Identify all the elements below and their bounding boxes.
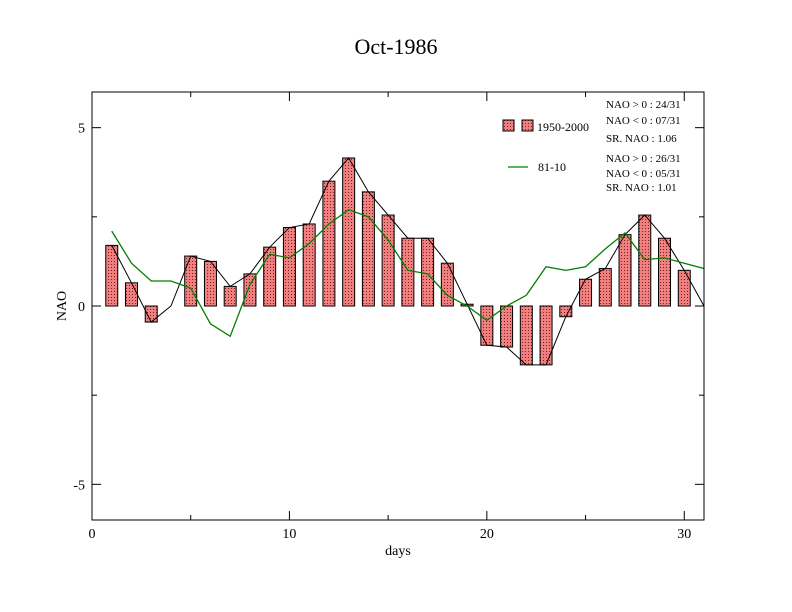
bar-day-25 [579, 278, 593, 307]
bar-day-30 [677, 269, 691, 307]
axes: 0 10 20 30 -5 0 5 [73, 92, 704, 542]
stat-8110-negative: NAO < 0 : 05/31 [606, 168, 681, 180]
bar-day-14 [361, 191, 375, 307]
bar-day-28 [638, 214, 652, 307]
plot-area [105, 157, 705, 366]
bar-day-20 [480, 305, 494, 346]
stat-1950-sr: SR. NAO : 1.06 [606, 133, 677, 145]
chart-title: Oct-1986 [354, 34, 437, 59]
y-tick-label--5: -5 [73, 478, 85, 493]
stat-1950-positive: NAO > 0 : 24/31 [606, 99, 681, 111]
legend-label-81-10: 81-10 [538, 160, 566, 174]
y-tick-label-5: 5 [78, 122, 85, 137]
series-81-10-line [111, 208, 705, 338]
legend-swatch-1950-2000-b [521, 119, 534, 132]
bar-day-7 [223, 285, 237, 307]
bar-day-22 [519, 305, 533, 366]
bar-day-17 [421, 237, 435, 307]
x-axis-label: days [385, 544, 411, 559]
bar-day-18 [440, 262, 454, 307]
bar-day-16 [401, 237, 415, 307]
legend-swatch-1950-2000 [502, 119, 515, 132]
stat-8110-positive: NAO > 0 : 26/31 [606, 153, 681, 165]
bar-day-6 [203, 260, 217, 307]
bar-day-1 [105, 244, 119, 307]
series-1950-2000-line [111, 157, 705, 366]
x-tick-label-30: 30 [677, 527, 691, 542]
bar-day-10 [282, 227, 296, 307]
bar-day-12 [322, 180, 336, 307]
legend-label-1950-2000: 1950-2000 [537, 120, 589, 134]
x-tick-label-10: 10 [282, 527, 296, 542]
y-axis-label: NAO [55, 291, 70, 321]
bar-day-15 [381, 214, 395, 307]
bar-day-13 [342, 157, 356, 307]
bar-day-24 [559, 305, 573, 318]
bar-day-23 [539, 305, 553, 366]
bar-day-9 [263, 246, 277, 307]
bar-day-5 [184, 255, 198, 307]
bar-day-26 [598, 268, 612, 307]
x-tick-label-0: 0 [89, 527, 96, 542]
stat-1950-negative: NAO < 0 : 07/31 [606, 115, 681, 127]
y-tick-label-0: 0 [78, 300, 85, 315]
bar-day-2 [124, 282, 138, 307]
bar-day-21 [500, 305, 514, 348]
legend: 1950-2000 81-10 NAO > 0 : 24/31 NAO < 0 … [502, 99, 681, 194]
bar-day-29 [658, 237, 672, 307]
x-tick-label-20: 20 [480, 527, 494, 542]
bar-day-11 [302, 223, 316, 307]
stat-8110-sr: SR. NAO : 1.01 [606, 182, 677, 194]
bar-day-27 [618, 234, 632, 307]
